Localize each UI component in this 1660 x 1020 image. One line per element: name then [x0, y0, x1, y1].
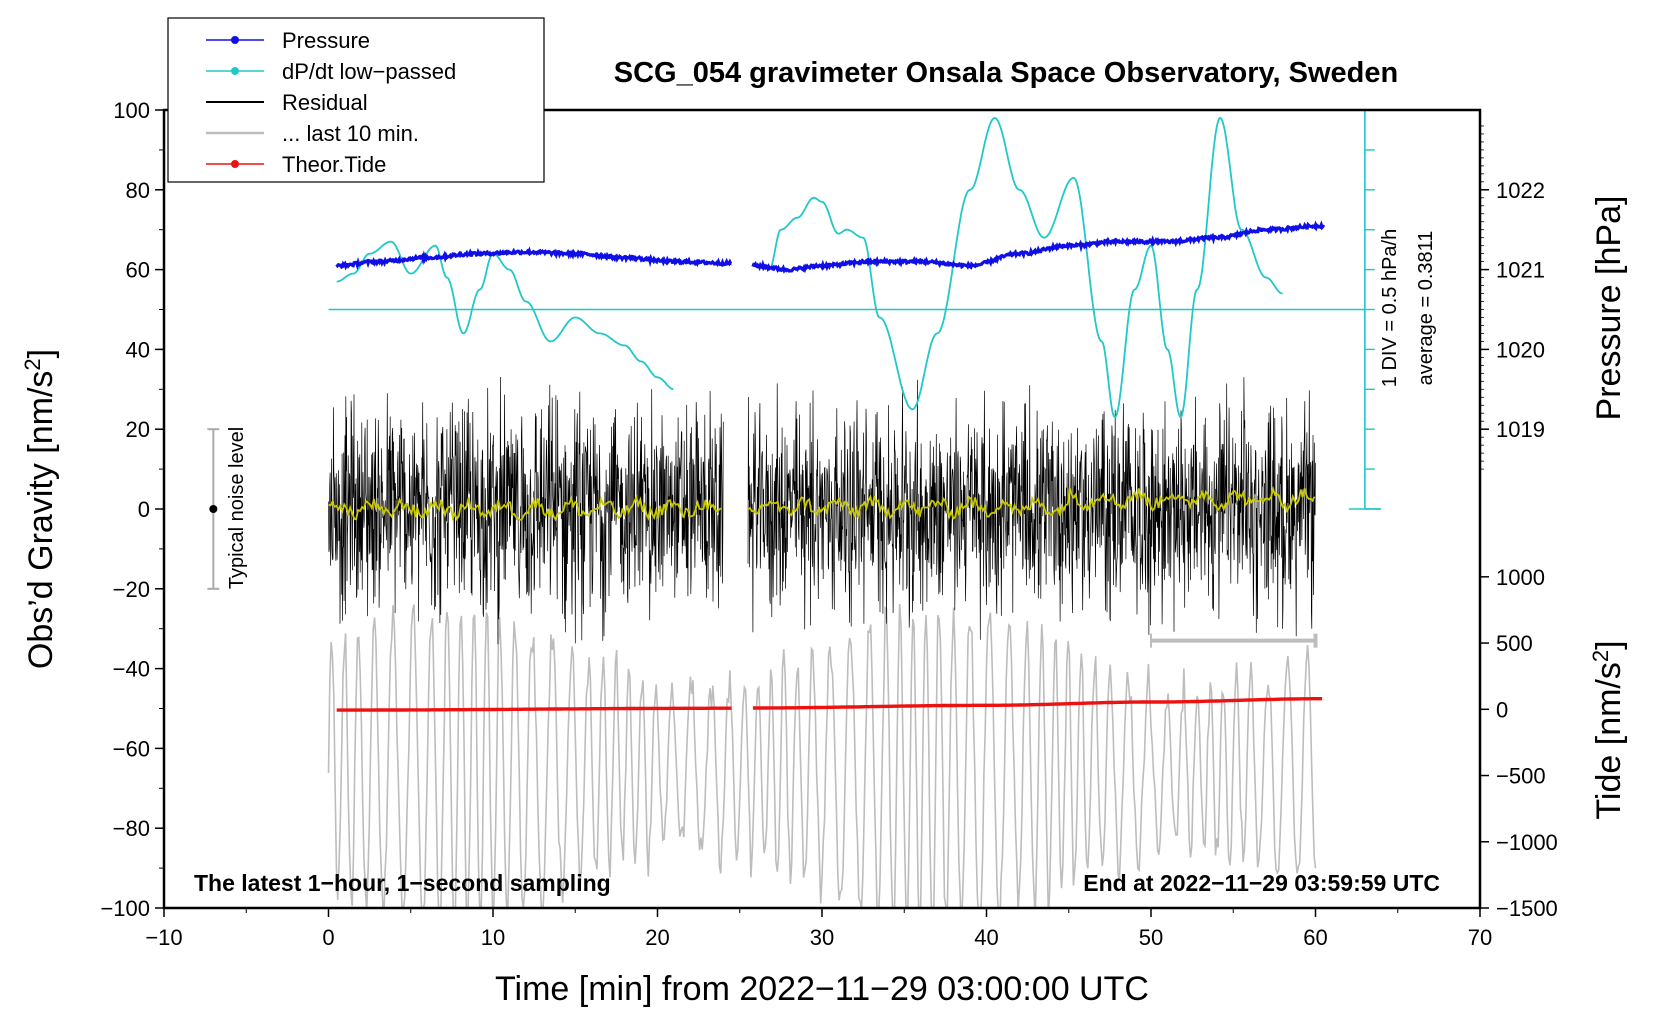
x-tick-label: 60: [1303, 925, 1327, 950]
y-tick-label: 60: [126, 258, 150, 283]
legend-box: [167, 17, 545, 183]
annotation-sampling: The latest 1−hour, 1−second sampling: [194, 870, 611, 896]
legend-label-tide: Theor.Tide: [282, 152, 386, 177]
dpdt-scale-average-label: average = 0.3811: [1415, 231, 1437, 386]
y-axis-title-gravity: Obs’d Gravity [nm/s2]: [20, 349, 60, 669]
legend-label-residual: Residual: [282, 90, 368, 115]
legend-marker-dpdt: [231, 67, 239, 75]
residual-lowpass-line-1: [747, 485, 1316, 520]
annotation-end-time: End at 2022−11−29 03:59:59 UTC: [1083, 870, 1440, 896]
legend-label-pressure: Pressure: [282, 28, 370, 53]
last-10-min-line: [327, 604, 1317, 908]
pressure-tick-label: 1021: [1496, 258, 1545, 283]
x-tick-label: 40: [974, 925, 998, 950]
x-axis-title: Time [min] from 2022−11−29 03:00:00 UTC: [495, 970, 1149, 1008]
legend-marker-pressure: [231, 36, 239, 44]
y-axis-title-tide-sup: 2: [1588, 650, 1613, 662]
noise-level-center: [209, 505, 218, 513]
y-axis-title-gravity-sup: 2: [20, 358, 45, 370]
y-axis-title-gravity-main: Obs’d Gravity [nm/s: [22, 371, 60, 670]
tide-tick-label: 1000: [1496, 565, 1545, 590]
chart-title: SCG_054 gravimeter Onsala Space Observat…: [614, 57, 1398, 89]
tide-tick-label: −1500: [1496, 896, 1558, 921]
x-tick-label: −10: [145, 925, 182, 950]
pressure-tick-label: 1022: [1496, 178, 1545, 203]
tide-line-0: [336, 706, 732, 712]
legend-label-last10: ... last 10 min.: [282, 121, 419, 146]
y-tick-label: 20: [126, 417, 150, 442]
y-tick-label: −60: [113, 736, 150, 761]
y-tick-label: 0: [138, 497, 150, 522]
y-tick-label: −100: [100, 896, 150, 921]
y-tick-label: −80: [113, 816, 150, 841]
y-tick-label: 80: [126, 178, 150, 203]
legend-marker-tide: [231, 160, 239, 168]
y-tick-label: 100: [113, 98, 150, 123]
tide-line-1: [752, 697, 1323, 710]
residual-line-0: [328, 376, 724, 645]
y-tick-label: −20: [113, 577, 150, 602]
dpdt-line-1: [768, 116, 1283, 419]
y-axis-title-tide-main: Tide [nm/s: [1590, 662, 1628, 819]
y-tick-label: 40: [126, 337, 150, 362]
y-axis-title-gravity-end: ]: [22, 349, 60, 358]
dpdt-line-0: [336, 240, 674, 391]
tide-tick-label: 500: [1496, 631, 1533, 656]
axes: −10 0 10 20 30 40 50 60 70−100−80−60−40−20020406…: [100, 98, 1557, 950]
tide-tick-label: −1000: [1496, 830, 1558, 855]
y-tick-label: −40: [113, 657, 150, 682]
x-tick-label: 10: [481, 925, 505, 950]
dpdt-scale-div-label: 1 DIV = 0.5 hPa/h: [1379, 229, 1401, 387]
legend: Pressure dP/dt low−passed Residual ... l…: [167, 17, 545, 183]
plot-area: [327, 116, 1365, 908]
tide-tick-label: 0: [1496, 697, 1508, 722]
pressure-tick-label: 1019: [1496, 417, 1545, 442]
x-tick-label: 0: [322, 925, 334, 950]
x-tick-label: 70: [1468, 925, 1492, 950]
x-tick-label: 20: [645, 925, 669, 950]
x-tick-label: 30: [810, 925, 834, 950]
plot-overlay: [207, 109, 1381, 648]
y-axis-title-tide: Tide [nm/s2]: [1588, 640, 1628, 819]
pressure-line-1: [751, 220, 1326, 274]
tide-tick-label: −500: [1496, 764, 1546, 789]
residual-lowpass-line-0: [328, 494, 722, 522]
pressure-tick-label: 1020: [1496, 337, 1545, 362]
pressure-line-0: [335, 246, 733, 271]
noise-level-label: Typical noise level: [226, 427, 248, 589]
x-tick-label: 50: [1139, 925, 1163, 950]
y-axis-title-pressure: Pressure [hPa]: [1590, 196, 1628, 421]
y-axis-title-tide-end: ]: [1590, 640, 1628, 649]
legend-label-dpdt: dP/dt low−passed: [282, 59, 456, 84]
